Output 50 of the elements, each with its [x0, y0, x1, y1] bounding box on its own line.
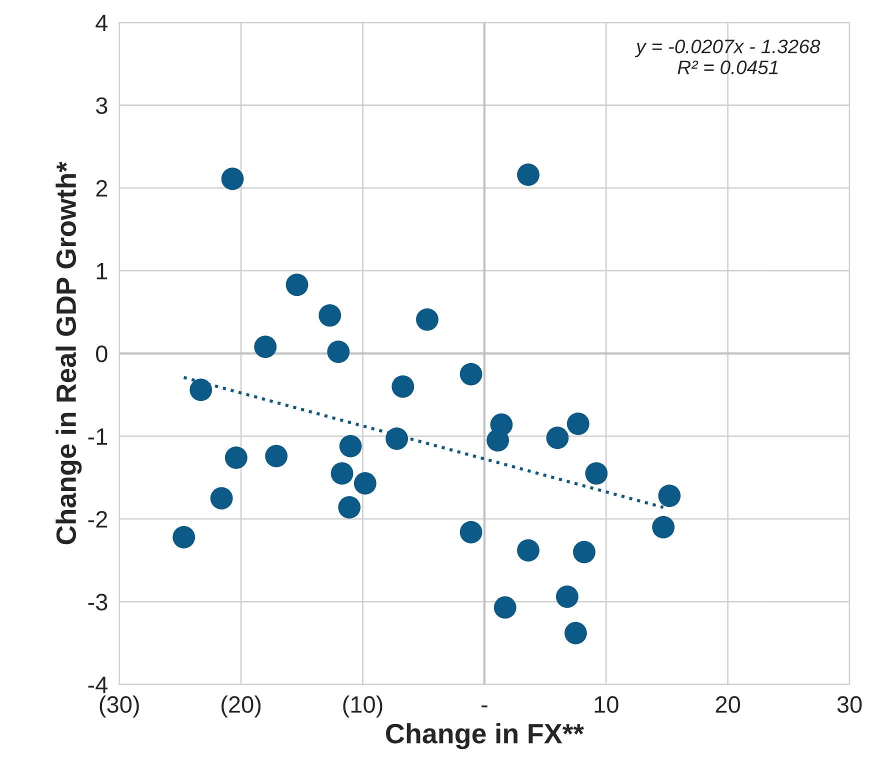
point [573, 540, 596, 564]
point [566, 412, 590, 435]
x-tick-label: 30 [837, 696, 862, 713]
point [330, 462, 354, 485]
y-tick-label: -4 [88, 676, 108, 693]
y-tick-label: 0 [96, 346, 108, 362]
point [494, 596, 516, 619]
point [327, 340, 350, 364]
point [546, 426, 569, 450]
x-tick-label: (20) [222, 696, 261, 718]
point [556, 586, 578, 608]
y-axis-title: Change in Real GDP Growth* [56, 162, 82, 544]
point [460, 362, 482, 386]
point [658, 484, 681, 507]
y-tick-label: -3 [88, 594, 108, 610]
point [585, 462, 608, 485]
x-tick-label: 10 [594, 696, 618, 713]
x-tick-label: (10) [343, 696, 382, 718]
point [392, 375, 414, 398]
point [221, 168, 244, 190]
x-tick-label: - [482, 705, 488, 708]
x-tick-label: (30) [100, 696, 139, 718]
point [224, 446, 248, 469]
y-tick-label: -2 [88, 511, 108, 528]
point [517, 164, 540, 186]
point [386, 427, 408, 450]
x-axis-title: Change in FX** [386, 723, 584, 750]
point [172, 526, 196, 548]
annotation: y = -0.0207x - 1.3268 R² = 0.0451 [634, 40, 820, 74]
point [338, 496, 361, 519]
point [460, 520, 482, 544]
y-tick-label: -1 [88, 428, 108, 445]
point [339, 434, 362, 458]
point [318, 304, 342, 327]
point [354, 472, 376, 495]
x-tick-label: 20 [716, 696, 740, 713]
y-tick-label: 3 [96, 97, 108, 114]
point [190, 378, 212, 402]
y-tick-label: 2 [96, 180, 108, 197]
point [254, 336, 277, 358]
point [210, 487, 233, 510]
point [286, 274, 308, 296]
y-tick-label: 4 [96, 14, 108, 32]
point [265, 444, 288, 468]
point [490, 413, 513, 436]
point [564, 622, 587, 644]
point [517, 539, 540, 562]
point [652, 516, 675, 538]
y-tick-label: 1 [96, 263, 108, 280]
point [416, 308, 438, 331]
